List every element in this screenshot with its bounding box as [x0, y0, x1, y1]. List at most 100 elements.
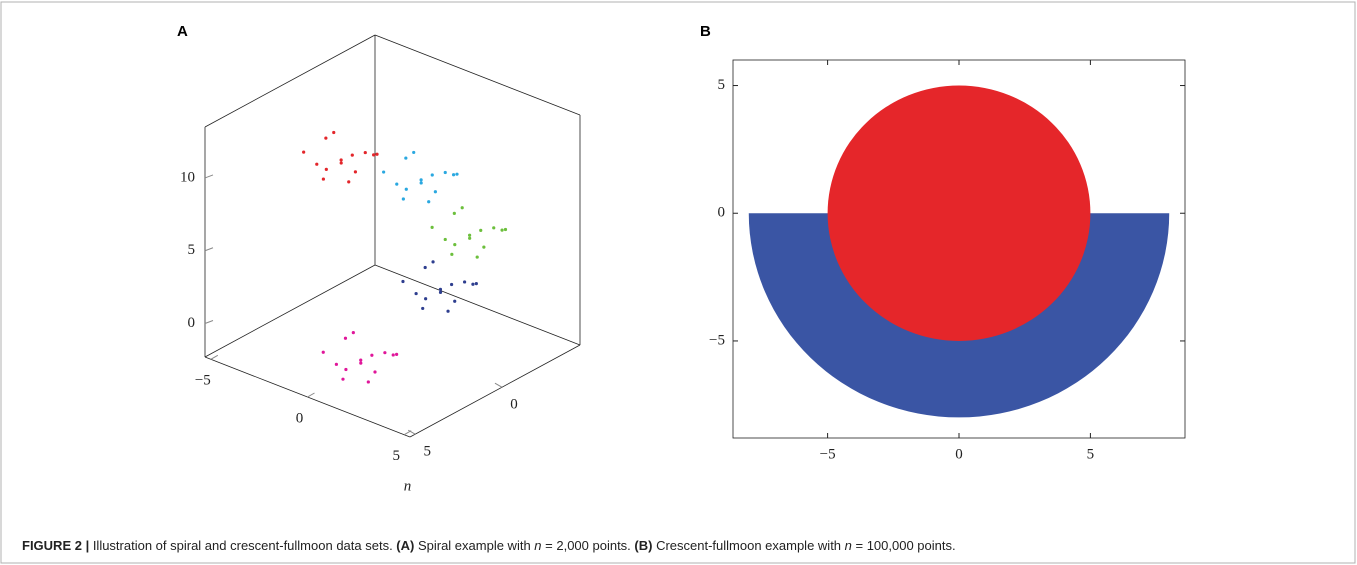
point	[482, 245, 486, 249]
point	[339, 158, 343, 162]
x-tick-label: 5	[392, 448, 400, 464]
z-tick-label: 5	[188, 242, 196, 258]
point	[500, 228, 504, 232]
box-edge	[204, 264, 376, 358]
point	[321, 350, 325, 354]
y-tick-label: −5	[709, 332, 725, 348]
point-region	[827, 85, 1091, 341]
x-tick-label: −5	[820, 446, 836, 462]
caption-part: Illustration of spiral and crescent-full…	[89, 538, 397, 553]
y-tick-label: 0	[510, 397, 518, 413]
x-tick-label: 5	[1087, 446, 1095, 462]
z-tick-label: 0	[188, 315, 196, 331]
point	[401, 279, 405, 284]
point	[479, 228, 483, 232]
caption: FIGURE 2 | Illustration of spiral and cr…	[22, 538, 956, 553]
point	[443, 237, 447, 242]
point	[401, 197, 405, 201]
point	[359, 358, 363, 362]
point	[373, 370, 377, 374]
point	[468, 233, 472, 237]
point	[474, 282, 478, 286]
point	[382, 170, 386, 174]
x-axis-label: n	[404, 478, 412, 494]
point	[430, 173, 434, 177]
point	[321, 177, 325, 181]
y-tick-label: 0	[718, 205, 726, 221]
point	[404, 187, 408, 191]
point	[324, 136, 328, 140]
point	[332, 130, 336, 135]
caption-part: (B)	[634, 538, 653, 553]
point	[315, 162, 319, 166]
y-tick	[494, 382, 503, 388]
point	[492, 226, 496, 230]
point	[503, 227, 508, 232]
point	[383, 351, 387, 355]
point	[353, 170, 358, 174]
panel-label: A	[177, 23, 188, 40]
point	[450, 252, 454, 256]
box-edge	[204, 34, 376, 128]
caption-part: FIGURE 2 |	[22, 538, 90, 553]
point	[372, 153, 376, 157]
point	[443, 170, 447, 175]
x-tick-label: −5	[195, 373, 211, 389]
panel-label: B	[700, 23, 711, 40]
caption-part: n	[534, 538, 542, 553]
point	[414, 291, 418, 296]
point	[341, 377, 345, 381]
point	[395, 182, 399, 186]
point	[427, 200, 431, 204]
point	[433, 190, 437, 194]
point	[460, 206, 464, 210]
caption-part: Crescent-fullmoon example with	[652, 538, 845, 553]
point	[363, 150, 367, 155]
point	[302, 150, 306, 154]
point	[475, 255, 479, 259]
point	[419, 181, 423, 185]
point	[423, 265, 427, 270]
point	[412, 150, 416, 155]
point	[453, 243, 457, 247]
point	[451, 173, 456, 177]
point	[404, 156, 408, 160]
z-tick-label: 10	[180, 169, 195, 185]
point	[453, 299, 457, 303]
caption-part: n	[844, 538, 852, 553]
box-edge	[374, 264, 581, 346]
point	[438, 287, 443, 291]
x-tick-label: 0	[955, 446, 963, 462]
point	[343, 336, 348, 340]
z-tick	[204, 174, 214, 179]
point	[350, 153, 354, 157]
point	[359, 361, 363, 365]
z-tick	[204, 320, 214, 324]
point	[366, 380, 370, 384]
caption-part: = 100,000 points.	[851, 538, 956, 553]
point	[395, 352, 399, 356]
box-edge	[409, 344, 581, 438]
point	[424, 297, 428, 301]
point	[452, 211, 456, 216]
point	[468, 236, 472, 240]
point	[431, 260, 435, 264]
point	[334, 362, 338, 366]
point	[339, 161, 343, 165]
point	[347, 180, 351, 184]
point	[370, 353, 374, 357]
y-tick-label: 5	[718, 77, 726, 93]
point	[446, 309, 450, 313]
box-edge	[374, 34, 581, 116]
caption-part: (A)	[396, 538, 415, 553]
x-tick	[210, 354, 219, 360]
point	[455, 172, 459, 176]
caption-part: = 2,000 points.	[541, 538, 635, 553]
point	[344, 367, 348, 372]
caption-part: Spiral example with	[414, 538, 535, 553]
point	[421, 306, 425, 311]
point	[375, 152, 379, 156]
point	[471, 282, 475, 286]
